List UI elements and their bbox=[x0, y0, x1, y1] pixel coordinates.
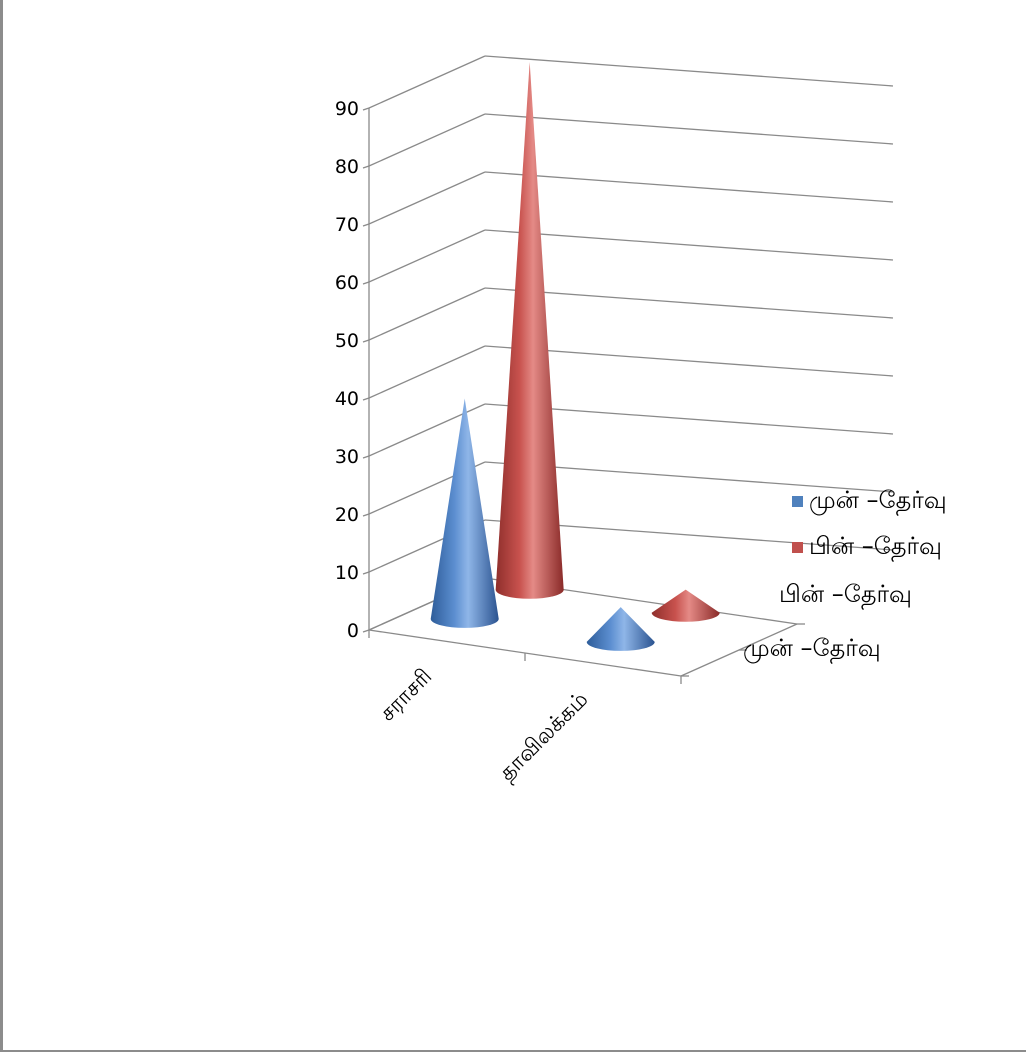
back-wall-gridline bbox=[484, 403, 894, 435]
y-tick-label: 90 bbox=[335, 98, 359, 120]
y-tick-label: 70 bbox=[335, 214, 359, 236]
y-tick-label: 60 bbox=[335, 272, 359, 294]
y-tick-label: 80 bbox=[335, 156, 359, 178]
side-wall-gridline bbox=[368, 113, 486, 167]
depth-label: முன் –தேர்வு bbox=[743, 634, 881, 664]
cone-pre-test-0 bbox=[430, 398, 499, 628]
legend-label: பின் –தேர்வு bbox=[809, 532, 942, 562]
y-tick-label: 20 bbox=[335, 504, 359, 526]
cone-post-test-1 bbox=[651, 589, 720, 622]
data-cones bbox=[430, 61, 720, 651]
y-tick-mark bbox=[362, 397, 370, 401]
y-tick-label: 50 bbox=[335, 330, 359, 352]
y-tick-label: 0 bbox=[347, 620, 359, 642]
category-labels: சராசரி தாவிலக்கம் bbox=[375, 664, 594, 787]
cone-body bbox=[495, 61, 564, 599]
legend-label: முன் –தேர்வு bbox=[809, 486, 947, 516]
y-tick-mark bbox=[362, 455, 370, 459]
category-label: சராசரி bbox=[375, 664, 437, 726]
y-tick-mark bbox=[362, 339, 370, 343]
cone-body bbox=[651, 589, 720, 622]
back-wall-gridline bbox=[484, 171, 894, 203]
y-tick-label: 40 bbox=[335, 388, 359, 410]
side-wall-gridline bbox=[368, 345, 486, 399]
back-wall-gridline bbox=[484, 287, 894, 319]
back-wall-gridline bbox=[484, 229, 894, 261]
side-wall-gridline bbox=[368, 55, 486, 109]
y-tick-mark bbox=[362, 107, 370, 111]
legend: முன் –தேர்வு பின் –தேர்வு bbox=[792, 486, 947, 562]
y-tick-mark bbox=[362, 281, 370, 285]
y-tick-mark bbox=[362, 571, 370, 575]
side-wall-gridline bbox=[368, 229, 486, 283]
y-tick-mark bbox=[362, 629, 370, 633]
cone-body bbox=[586, 607, 655, 651]
y-tick-label: 30 bbox=[335, 446, 359, 468]
y-axis-ticks: 0 10 20 30 40 50 60 70 80 90 bbox=[335, 98, 370, 642]
depth-label: பின் –தேர்வு bbox=[779, 580, 912, 610]
y-tick-label: 10 bbox=[335, 562, 359, 584]
back-wall-gridline bbox=[484, 113, 894, 145]
category-label: தாவிலக்கம் bbox=[494, 687, 594, 787]
y-tick-mark bbox=[362, 513, 370, 517]
cone-pre-test-1 bbox=[586, 607, 655, 651]
side-wall-gridline bbox=[368, 287, 486, 341]
legend-swatch bbox=[792, 542, 803, 553]
back-wall-gridline bbox=[484, 55, 894, 87]
y-tick-mark bbox=[362, 165, 370, 169]
back-wall-gridline bbox=[484, 345, 894, 377]
depth-labels: பின் –தேர்வு முன் –தேர்வு bbox=[743, 580, 912, 664]
side-wall-gridline bbox=[368, 171, 486, 225]
y-tick-mark bbox=[362, 223, 370, 227]
cone-chart: 0 10 20 30 40 50 60 70 80 90 சராசரி தாவிலக்கம் பின… bbox=[335, 55, 947, 787]
cone-post-test-0 bbox=[495, 61, 564, 599]
legend-swatch bbox=[792, 496, 803, 507]
cone-body bbox=[430, 398, 499, 628]
